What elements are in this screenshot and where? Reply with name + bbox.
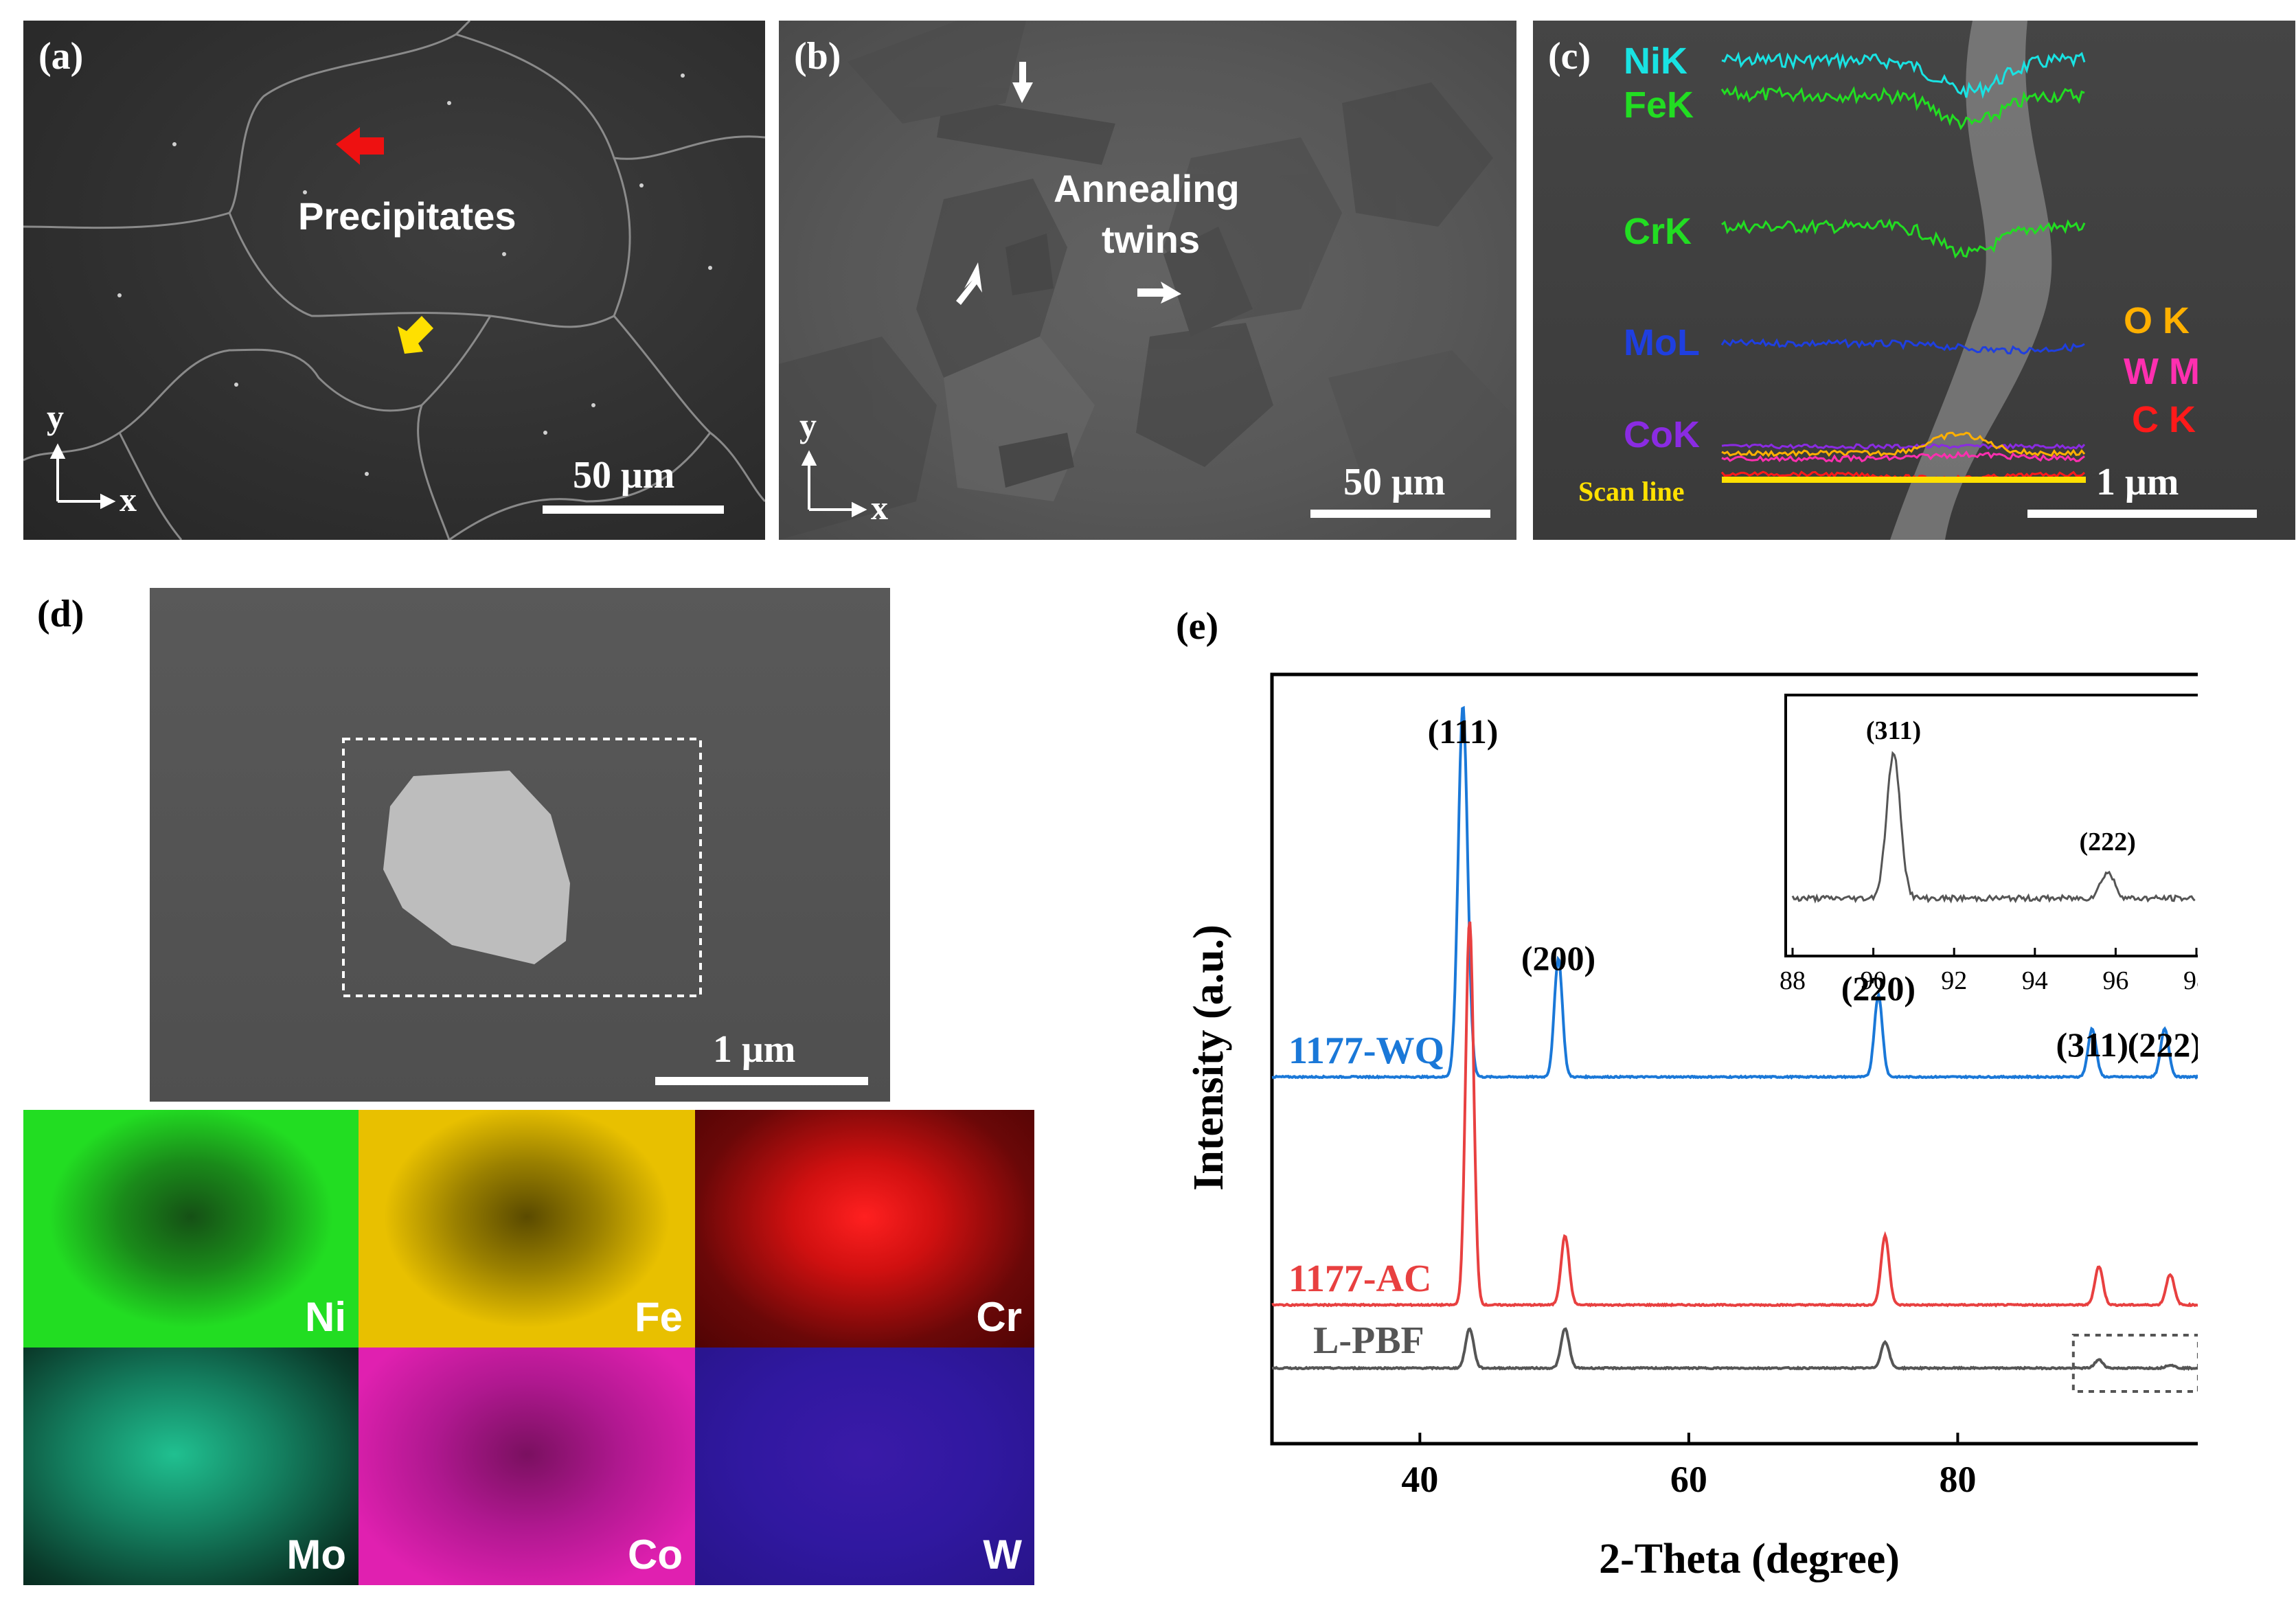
signal-label-crk: CrK (1624, 211, 1692, 252)
scale-bar-b (1310, 510, 1490, 518)
scan-line-text: Scan line (1578, 476, 1685, 507)
inset-peak-label: (311) (1866, 716, 1921, 745)
yellow-arrow-icon (398, 316, 433, 354)
eds-map-label: Mo (286, 1532, 346, 1578)
series-line-1177-ac (1271, 921, 2198, 1308)
chart-frame (1270, 672, 2198, 1446)
signal-label-wm: W M (2124, 351, 2200, 392)
grain-structure-b (779, 21, 1516, 540)
mol-trace (1720, 338, 2085, 355)
white-arrow-icon (1137, 282, 1181, 304)
grain-boundary-feature (1890, 21, 2052, 540)
eds-map-ni: Ni (23, 1110, 359, 1348)
red-arrow-icon (336, 127, 384, 165)
peak-label: (222) (2128, 1025, 2198, 1064)
scale-bar-d (655, 1077, 868, 1085)
panel-b-label: (b) (794, 35, 841, 78)
peak-label: (311) (2056, 1025, 2128, 1064)
white-arrows (956, 62, 1181, 305)
axis-indicator-b (801, 450, 867, 518)
panel-e-label: (e) (1176, 605, 1219, 648)
eds-map-fe: Fe (359, 1110, 695, 1348)
annealing-twins-text-2: twins (1102, 218, 1201, 261)
fek-trace (1720, 84, 2085, 130)
y-axis-label: Intensity (a.u.) (1185, 924, 1232, 1191)
selection-box (342, 738, 702, 997)
eds-map-mo: Mo (23, 1348, 359, 1585)
eds-map-cr: Cr (695, 1110, 1034, 1348)
axis-indicator-a (49, 443, 116, 510)
panel-d-sem-image: 1 μm (150, 588, 890, 1102)
nik-trace (1721, 52, 2086, 100)
inset-x-tick-label: 94 (2022, 966, 2048, 995)
x-tick-label: 80 (1939, 1459, 1976, 1500)
eds-map-label: Fe (634, 1294, 683, 1340)
panel-b-sem-image: (b) Annealing twins y x 50 μm (779, 21, 1516, 540)
annealing-twins-text-1: Annealing (1054, 167, 1240, 210)
inset-series-line (1791, 751, 2196, 904)
axis-y-label-a: y (47, 398, 64, 436)
scan-line (1722, 477, 2086, 483)
axis-x-label-a: x (120, 480, 137, 519)
grain-boundaries-a (23, 21, 765, 540)
scale-bar-a (543, 505, 724, 514)
signal-label-fek: FeK (1624, 84, 1694, 126)
series-label: 1177-WQ (1288, 1030, 1444, 1072)
inset-source-box (2071, 1334, 2198, 1393)
precipitates-text: Precipitates (298, 194, 516, 238)
inset-x-tick-label: 98 (2183, 966, 2198, 995)
eds-map-label: W (983, 1532, 1022, 1578)
x-tick-label: 60 (1670, 1459, 1707, 1500)
eds-map-label: Co (628, 1532, 683, 1578)
signal-label-mol: MoL (1624, 322, 1700, 363)
precipitate-particle (383, 771, 570, 964)
signal-label-ck: C K (2132, 399, 2196, 440)
signal-label-ok: O K (2124, 300, 2190, 341)
series-line-l-pbf (1271, 1327, 2198, 1372)
scale-text-a: 50 μm (573, 454, 675, 497)
panel-a-label: (a) (38, 35, 84, 78)
x-axis-label: 2-Theta (degree) (1599, 1536, 1900, 1582)
inset-x-tick-label: 92 (1941, 966, 1967, 995)
axis-y-label-b: y (799, 406, 817, 444)
signal-label-cok: CoK (1624, 414, 1700, 455)
panel-c-label: (c) (1548, 35, 1591, 78)
eds-map-co: Co (359, 1348, 695, 1585)
inset-frame (1784, 694, 2198, 957)
crk-trace (1721, 218, 2086, 259)
panel-d-label: (d) (37, 593, 84, 635)
eds-map-label: Cr (976, 1294, 1022, 1340)
wm-trace (1721, 450, 2085, 463)
xrd-chart: 406080100 (111)(200)(220)(311)(222) 1177… (1185, 672, 2198, 1582)
eds-map-label: Ni (305, 1294, 346, 1340)
inset-x-tick-label: 88 (1780, 966, 1806, 995)
scale-text-c: 1 μm (2096, 461, 2179, 503)
inset-x-tick-label: 90 (1861, 966, 1887, 995)
series-line-1177-wq (1271, 705, 2198, 1080)
panel-c-sem-image: (c) NiK FeK CrK MoL CoK O K W M C K Scan… (1533, 21, 2295, 540)
peak-label: (220) (1841, 969, 1916, 1008)
series-label: L-PBF (1313, 1319, 1424, 1362)
inset-x-tick-label: 96 (2102, 966, 2128, 995)
scale-text-d: 1 μm (713, 1028, 796, 1071)
peak-label: (111) (1428, 712, 1499, 751)
scale-bar-c (2027, 510, 2257, 518)
inset-peak-label: (222) (2079, 828, 2135, 856)
ok-trace (1721, 431, 2086, 458)
signal-label-nik: NiK (1624, 41, 1687, 82)
white-arrow-icon (956, 262, 982, 305)
eds-map-w: W (695, 1348, 1034, 1585)
white-arrow-icon (1012, 62, 1033, 103)
series-label: 1177-AC (1288, 1258, 1431, 1300)
linescan-plot (1720, 21, 2086, 540)
axis-x-label-b: x (871, 488, 888, 527)
scale-text-b: 50 μm (1343, 461, 1446, 503)
x-tick-label: 40 (1401, 1459, 1438, 1500)
peak-label: (200) (1521, 939, 1595, 977)
panel-a-sem-image: (a) Precipitates y x 50 μm (23, 21, 765, 540)
cok-trace (1721, 443, 2086, 451)
